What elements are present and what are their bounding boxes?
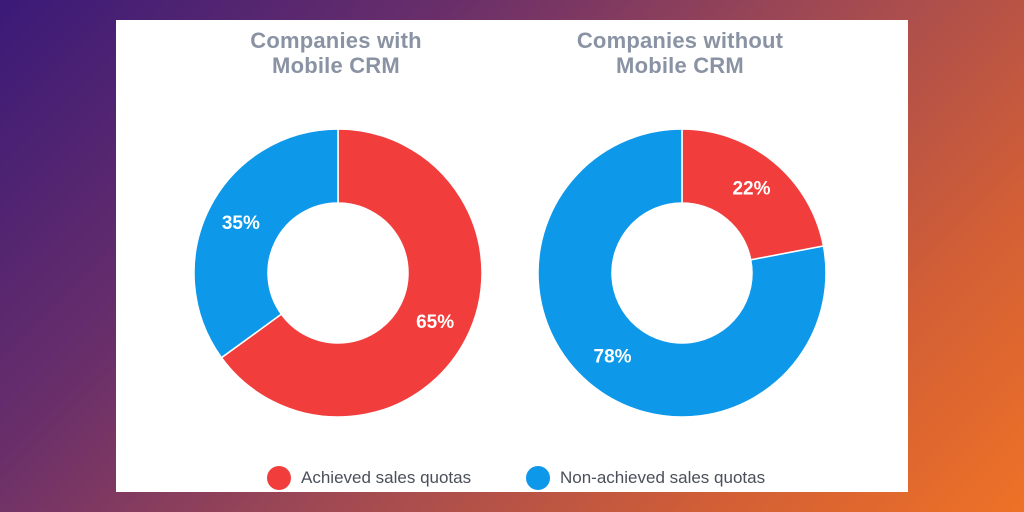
chart-title-line: Companies without [576, 28, 784, 53]
slice-value-label: 78% [594, 346, 632, 367]
legend-label: Achieved sales quotas [301, 468, 472, 487]
chart-title-line: Mobile CRM [616, 53, 744, 78]
donut-slice-achieved-sales-quotas [220, 128, 483, 418]
chart-title-without-crm: Companies without Mobile CRM [530, 28, 830, 78]
legend-item-achieved: Achieved sales quotas [267, 466, 471, 490]
chart-title-with-crm: Companies with Mobile CRM [186, 28, 486, 78]
chart-title-line: Companies with [250, 28, 422, 53]
slice-value-label: 65% [416, 312, 454, 333]
chart-card: Companies with Mobile CRM Companies with… [116, 20, 908, 492]
slice-value-label: 22% [732, 179, 770, 200]
donut-chart-without-crm: 22% 78% [537, 128, 827, 418]
legend-swatch-icon [267, 466, 291, 490]
legend-swatch-icon [526, 466, 550, 490]
slice-value-label: 35% [222, 213, 260, 234]
donut-chart-with-crm: 65% 35% [193, 128, 483, 418]
donut-charts: 65% 35% 22% 78% [193, 128, 827, 418]
legend: Achieved sales quotas Non-achieved sales… [116, 466, 908, 494]
donut-slice-achieved-sales-quotas [681, 128, 825, 261]
legend-label: Non-achieved sales quotas [560, 468, 766, 487]
donut-slice-non-achieved-sales-quotas [537, 128, 827, 418]
donut-slice-non-achieved-sales-quotas [193, 128, 339, 359]
legend-item-non-achieved: Non-achieved sales quotas [526, 466, 765, 490]
chart-title-line: Mobile CRM [272, 53, 400, 78]
